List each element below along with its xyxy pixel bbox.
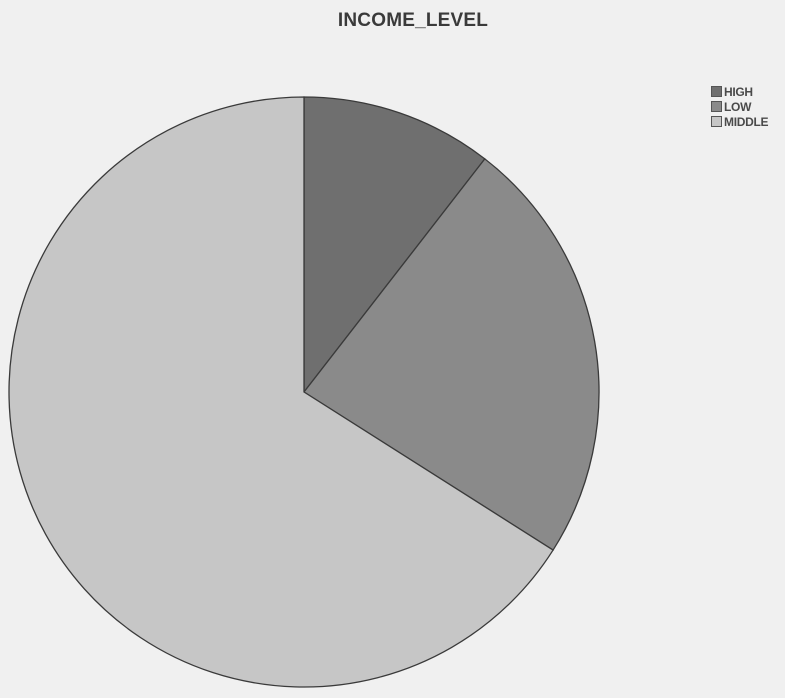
pie-slice-high [303, 96, 486, 394]
legend-item-high: HIGH [711, 84, 785, 99]
legend-swatch-low [711, 101, 722, 112]
legend-swatch-high [711, 86, 722, 97]
pie-slice-middle [8, 96, 554, 688]
legend-item-low: LOW [711, 99, 785, 114]
legend-item-middle: MIDDLE [711, 114, 785, 129]
chart-title: INCOME_LEVEL [337, 10, 489, 31]
pie-slice-low [303, 157, 600, 551]
legend-label-high: HIGH [724, 84, 753, 99]
legend-label-middle: MIDDLE [724, 114, 769, 129]
legend: HIGH LOW MIDDLE [711, 84, 785, 129]
legend-label-low: LOW [724, 99, 752, 114]
legend-swatch-middle [711, 116, 722, 127]
